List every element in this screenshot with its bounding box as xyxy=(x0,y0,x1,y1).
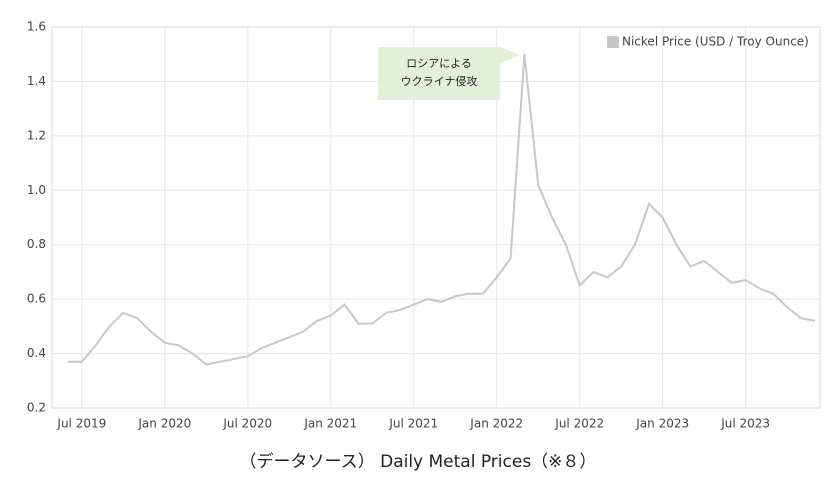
x-tick-label: Jan 2020 xyxy=(137,417,191,431)
plot-frame xyxy=(51,26,821,409)
y-tick-label: 1.6 xyxy=(27,20,46,34)
x-tick-label: Jan 2021 xyxy=(303,417,357,431)
x-tick-label: Jul 2019 xyxy=(56,417,106,431)
annotation: ロシアによる xyxy=(406,57,472,70)
x-tick-label: Jul 2020 xyxy=(222,417,272,431)
y-tick-label: 0.6 xyxy=(27,292,46,306)
x-tick-label: Jul 2023 xyxy=(720,417,770,431)
legend-label: Nickel Price (USD / Troy Ounce) xyxy=(622,35,809,49)
price-line xyxy=(68,54,815,366)
x-tick-label: Jul 2021 xyxy=(388,417,438,431)
x-tick-label: Jan 2023 xyxy=(635,417,689,431)
source-caption: （データソース） Daily Metal Prices（※８） xyxy=(240,451,597,472)
y-tick-label: 1.2 xyxy=(27,128,46,142)
y-tick-label: 0.2 xyxy=(27,401,46,415)
y-tick-label: 1.0 xyxy=(27,183,46,197)
y-tick-label: 0.8 xyxy=(27,237,46,251)
annotation: ウクライナ侵攻 xyxy=(401,74,478,88)
callout-box xyxy=(378,47,520,100)
y-tick-label: 0.4 xyxy=(27,346,46,360)
x-tick-label: Jan 2022 xyxy=(469,417,523,431)
y-tick-label: 1.4 xyxy=(27,74,46,88)
x-tick-label: Jul 2022 xyxy=(554,417,604,431)
legend-swatch xyxy=(607,36,619,48)
